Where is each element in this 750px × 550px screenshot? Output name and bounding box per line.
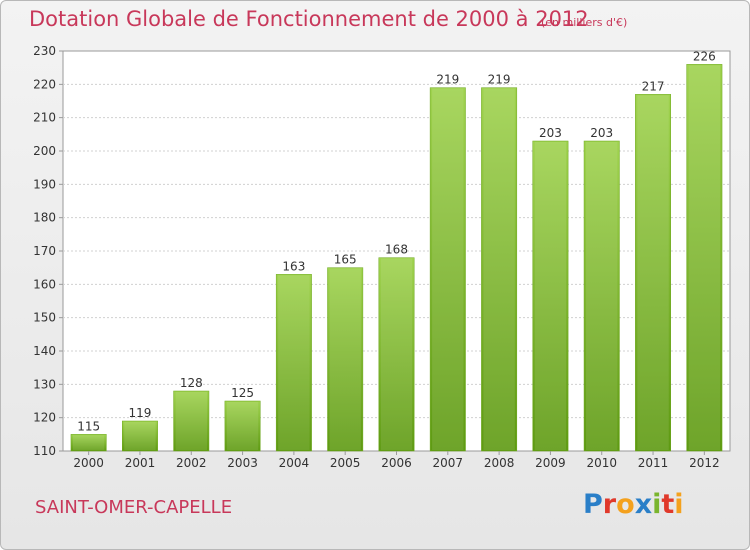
bar-2005 bbox=[327, 267, 364, 452]
logo-letter: o bbox=[616, 489, 635, 520]
bar-value-label: 226 bbox=[693, 49, 716, 63]
bar-2002 bbox=[173, 390, 210, 452]
x-tick-label: 2005 bbox=[330, 456, 361, 470]
bar-2004 bbox=[275, 274, 312, 452]
bar-value-label: 203 bbox=[539, 126, 562, 140]
y-tick-label: 130 bbox=[33, 377, 56, 391]
bar-2011 bbox=[635, 94, 671, 452]
y-tick-label: 160 bbox=[33, 277, 56, 291]
bar-value-label: 168 bbox=[385, 243, 408, 257]
x-tick-label: 2008 bbox=[484, 456, 515, 470]
y-tick-label: 230 bbox=[33, 44, 56, 58]
x-tick-label: 2009 bbox=[535, 456, 566, 470]
bar-value-label: 125 bbox=[231, 386, 254, 400]
x-tick-label: 2012 bbox=[689, 456, 720, 470]
y-tick-label: 220 bbox=[33, 77, 56, 91]
x-tick-label: 2001 bbox=[125, 456, 156, 470]
x-tick-label: 2007 bbox=[433, 456, 464, 470]
logo-letter: r bbox=[602, 489, 617, 520]
bar-highlight bbox=[226, 402, 259, 450]
logo-letter: t bbox=[661, 489, 675, 520]
logo-letter: x bbox=[634, 489, 653, 520]
bar-2006 bbox=[378, 257, 415, 452]
x-tick-label: 2004 bbox=[279, 456, 310, 470]
bar-highlight bbox=[586, 142, 618, 450]
bar-2007 bbox=[429, 87, 466, 452]
bar-highlight bbox=[637, 95, 669, 450]
y-tick-label: 180 bbox=[33, 211, 56, 225]
bars: 115 119 128 125 163 165 168 219 219 203 203 217 226 bbox=[70, 49, 723, 452]
y-tick-label: 140 bbox=[33, 344, 56, 358]
bar-value-label: 115 bbox=[77, 419, 100, 433]
bar-value-label: 219 bbox=[436, 73, 459, 87]
y-tick-label: 210 bbox=[33, 111, 56, 125]
chart-title: Dotation Globale de Fonctionnement de 20… bbox=[29, 7, 589, 31]
bar-highlight bbox=[534, 142, 567, 450]
x-tick-label: 2011 bbox=[638, 456, 669, 470]
y-tick-label: 120 bbox=[33, 411, 56, 425]
bar-2012 bbox=[686, 64, 723, 452]
x-tick-label: 2010 bbox=[586, 456, 617, 470]
bar-2008 bbox=[481, 87, 518, 452]
x-tick-label: 2003 bbox=[227, 456, 258, 470]
x-tick-label: 2002 bbox=[176, 456, 207, 470]
bar-2009 bbox=[532, 140, 569, 452]
bar-value-label: 203 bbox=[590, 126, 613, 140]
bar-value-label: 128 bbox=[180, 376, 203, 390]
bar-highlight bbox=[483, 88, 515, 451]
x-tick-label: 2000 bbox=[73, 456, 104, 470]
bar-highlight bbox=[329, 268, 361, 450]
bar-2001 bbox=[122, 420, 158, 452]
y-tick-label: 170 bbox=[33, 244, 56, 258]
bar-highlight bbox=[278, 275, 310, 450]
y-tick-label: 200 bbox=[33, 144, 56, 158]
x-tick-label: 2006 bbox=[381, 456, 412, 470]
chart-unit: (en milliers d'€) bbox=[541, 16, 628, 29]
bar-2003 bbox=[224, 400, 261, 452]
bar-highlight bbox=[688, 65, 721, 450]
logo-letter: P bbox=[583, 489, 603, 520]
bar-highlight bbox=[72, 435, 105, 450]
y-axis: 110 120 130 140 150 160 170 180 190 200 210 220 230 bbox=[33, 44, 63, 458]
y-tick-label: 150 bbox=[33, 311, 56, 325]
bar-value-label: 217 bbox=[642, 79, 665, 93]
logo-letter: i bbox=[674, 489, 684, 520]
y-tick-label: 190 bbox=[33, 177, 56, 191]
bar-value-label: 165 bbox=[334, 253, 357, 267]
x-axis: 2000 2001 2002 2003 2004 2005 2006 2007 2008 2009… bbox=[73, 451, 720, 470]
bar-2010 bbox=[583, 140, 620, 452]
bar-highlight bbox=[124, 422, 156, 450]
bar-value-label: 163 bbox=[282, 259, 305, 273]
bar-highlight bbox=[175, 392, 207, 450]
bar-value-label: 219 bbox=[488, 73, 511, 87]
proxiti-logo: Proxiti bbox=[583, 489, 684, 520]
bar-value-label: 119 bbox=[129, 406, 152, 420]
bar-highlight bbox=[380, 258, 413, 450]
bar-highlight bbox=[432, 88, 464, 451]
place-name: SAINT-OMER-CAPELLE bbox=[35, 497, 233, 518]
logo-letter: i bbox=[652, 489, 662, 520]
y-tick-label: 110 bbox=[33, 444, 56, 458]
